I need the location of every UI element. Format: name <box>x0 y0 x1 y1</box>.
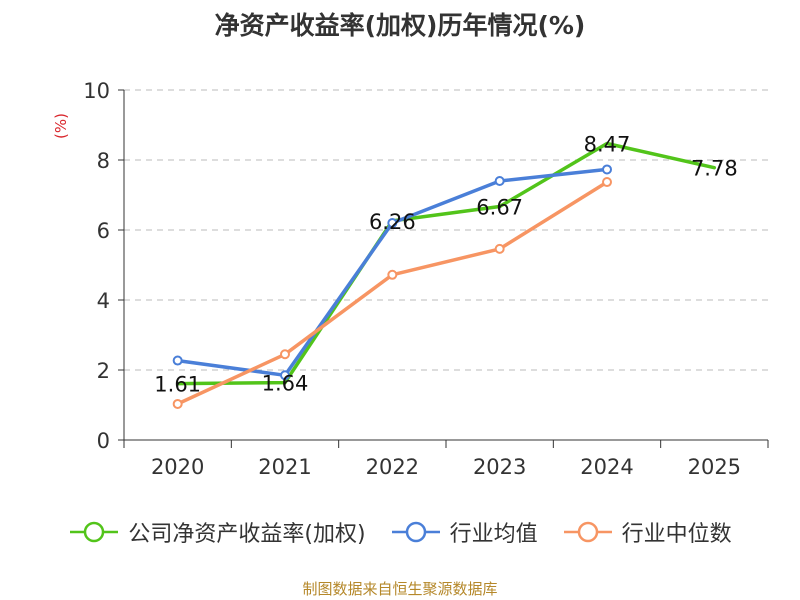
data-point <box>280 370 290 381</box>
x-tick-label: 2023 <box>473 455 526 479</box>
data-point <box>387 218 398 228</box>
legend-item-1[interactable]: 行业均值 <box>390 516 538 548</box>
axis-layer: 0 2 4 6 8 10 (%) 2020 2021 2022 2023 2024 2025 <box>52 79 769 479</box>
data-point <box>602 177 612 188</box>
data-point <box>172 355 183 366</box>
data-point <box>494 243 505 254</box>
y-tick-label: 2 <box>97 359 110 383</box>
series-layer <box>172 141 717 409</box>
data-label: 1.64 <box>262 372 309 396</box>
grid-layer <box>124 89 768 371</box>
data-label: 6.67 <box>476 196 523 220</box>
data-point <box>602 164 612 175</box>
x-tick-label: 2021 <box>258 455 311 479</box>
x-tick-label: 2025 <box>688 455 741 479</box>
data-label: 6.26 <box>369 210 416 234</box>
x-tick-label: 2022 <box>366 455 419 479</box>
y-tick-label: 10 <box>83 79 110 103</box>
legend-swatch-icon <box>70 521 119 543</box>
source-note: 制图数据来自恒生聚源数据库 <box>302 580 498 598</box>
data-label: 8.47 <box>584 133 631 157</box>
x-tick-label: 2024 <box>580 455 633 479</box>
data-point <box>280 349 290 360</box>
y-axis-title: (%) <box>52 113 70 139</box>
legend-label: 公司净资产收益率(加权) <box>128 522 366 547</box>
data-point <box>494 176 505 186</box>
legend: 公司净资产收益率(加权) 行业均值 行业中位数 <box>0 516 800 548</box>
y-tick-label: 8 <box>97 149 110 173</box>
legend-item-2[interactable]: 行业中位数 <box>562 516 732 548</box>
chart-title: 净资产收益率(加权)历年情况(%) <box>214 11 586 40</box>
label-layer: 1.61 1.64 6.26 6.67 8.47 7.78 <box>154 133 737 397</box>
y-tick-label: 4 <box>97 289 110 313</box>
data-label: 7.78 <box>691 157 738 181</box>
legend-swatch-icon <box>563 521 612 543</box>
x-tick-label: 2020 <box>151 455 204 479</box>
legend-swatch-icon <box>391 521 440 543</box>
data-label: 1.61 <box>154 373 201 397</box>
data-point <box>387 269 398 280</box>
data-point <box>172 398 183 409</box>
series-line-0 <box>175 141 717 386</box>
legend-label: 行业中位数 <box>621 522 732 547</box>
y-tick-label: 0 <box>97 429 110 453</box>
legend-item-0[interactable]: 公司净资产收益率(加权) <box>68 516 366 548</box>
legend-label: 行业均值 <box>449 522 538 547</box>
y-tick-label: 6 <box>97 219 110 243</box>
